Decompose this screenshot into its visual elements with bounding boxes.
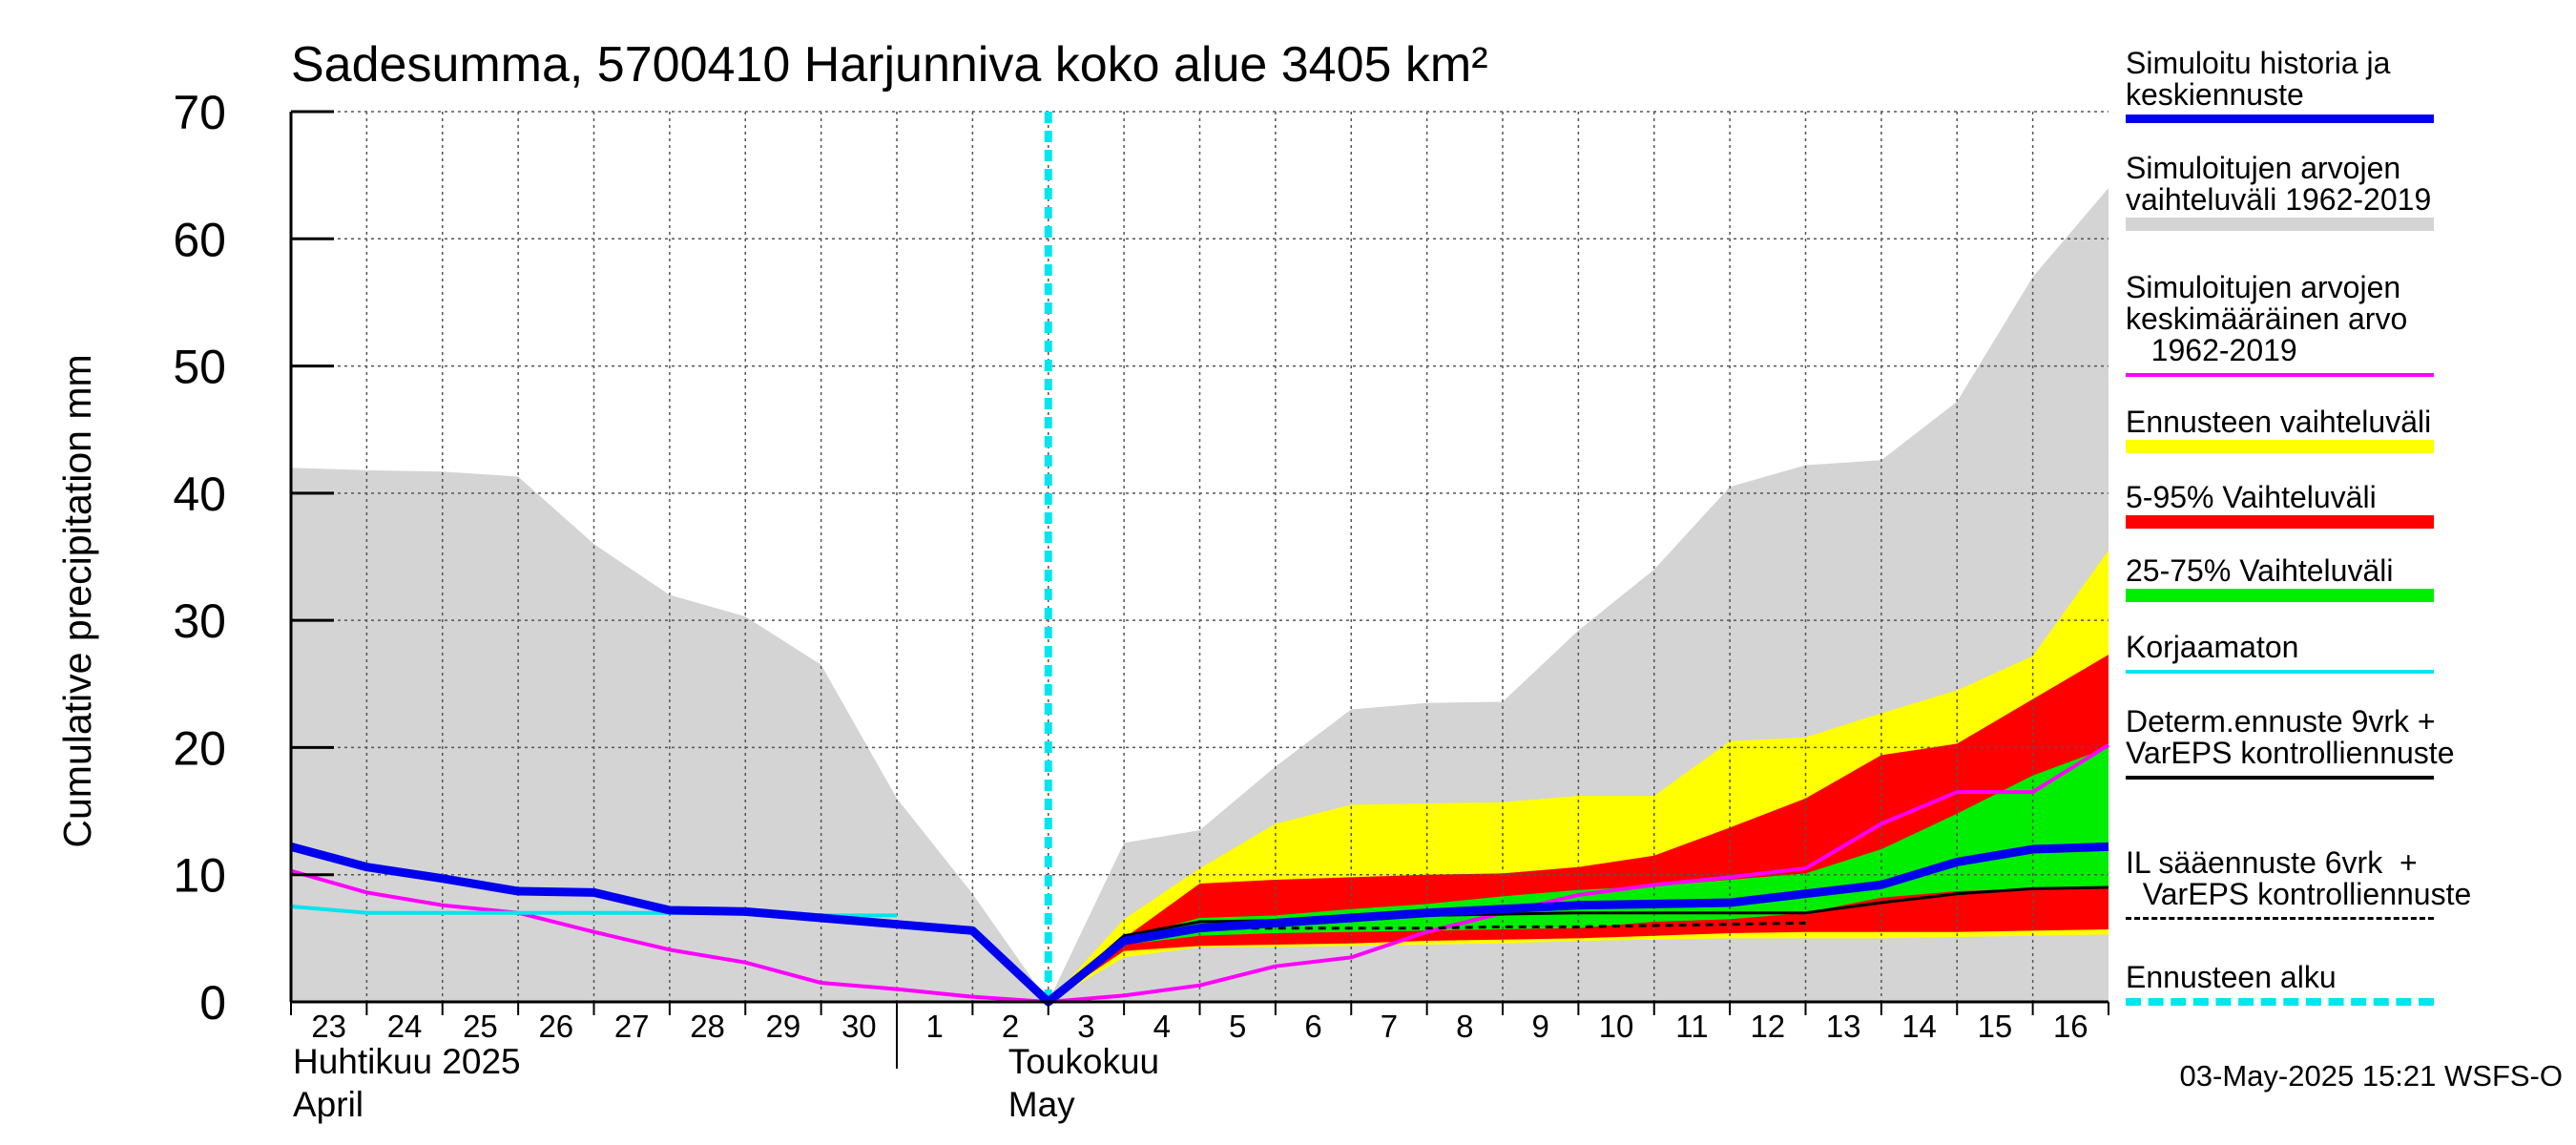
legend-label: 25-75% Vaihteluväli [2126, 553, 2394, 588]
legend-swatch [2126, 218, 2434, 231]
x-day-label: 16 [2053, 1009, 2088, 1044]
y-axis-label: Cumulative precipitation mm [55, 354, 99, 847]
series-simuloitu-historia-ja-keskiennuste [289, 842, 2109, 1007]
x-day-label: 24 [387, 1009, 423, 1044]
legend-label: Simuloitu historia ja keskiennuste [2126, 46, 2391, 112]
chart-lines [289, 112, 2110, 1007]
x-day-label: 4 [1153, 1009, 1171, 1044]
x-day-label: 28 [690, 1009, 725, 1044]
y-tick-label: 40 [173, 468, 226, 521]
chart-grid [291, 111, 2109, 1002]
series-determ-ennuste-9vrk-vareps-kontrolliennuste [1047, 885, 2109, 1004]
x-day-label: 10 [1599, 1009, 1634, 1044]
x-day-label: 8 [1456, 1009, 1473, 1044]
legend-label: Determ.ennuste 9vrk + VarEPS kontrollien… [2126, 704, 2455, 770]
y-tick-label: 30 [173, 594, 226, 648]
x-day-label: 23 [311, 1009, 346, 1044]
y-tick-label: 70 [173, 86, 226, 139]
x-day-label: 29 [766, 1009, 801, 1044]
legend-swatch [2126, 373, 2434, 377]
x-day-label: 15 [1978, 1009, 2013, 1044]
x-day-label: 12 [1750, 1009, 1785, 1044]
month-label-fi: Toukokuu [1008, 1042, 1159, 1081]
legend-label: Korjaamaton [2126, 630, 2299, 664]
y-tick-label: 60 [173, 213, 226, 266]
timestamp-footer: 03-May-2025 15:21 WSFS-O [2179, 1059, 2563, 1093]
x-day-label: 3 [1077, 1009, 1094, 1044]
legend-swatch [2126, 776, 2434, 780]
legend-swatch [2126, 515, 2434, 529]
x-day-label: 14 [1901, 1009, 1937, 1044]
x-day-label: 1 [926, 1009, 944, 1044]
x-day-label: 2 [1002, 1009, 1019, 1044]
x-day-label: 25 [463, 1009, 498, 1044]
legend-swatch [2126, 114, 2434, 123]
y-tick-label: 50 [173, 341, 226, 394]
legend-swatch [2126, 440, 2434, 453]
x-day-label: 11 [1675, 1009, 1708, 1044]
x-day-label: 5 [1229, 1009, 1246, 1044]
x-day-label: 30 [841, 1009, 877, 1044]
legend-swatch [2126, 670, 2434, 674]
x-day-label: 9 [1532, 1009, 1549, 1044]
y-tick-label: 20 [173, 721, 226, 775]
legend-label: 5-95% Vaihteluväli [2126, 480, 2377, 514]
x-day-label: 7 [1381, 1009, 1398, 1044]
legend-swatch [2126, 589, 2434, 602]
legend-label: Ennusteen vaihteluväli [2126, 405, 2432, 439]
month-label-en: May [1008, 1085, 1075, 1124]
legend-label: Simuloitujen arvojen keskimääräinen arvo… [2126, 270, 2408, 367]
legend-swatch [2126, 917, 2434, 920]
month-label-en: April [293, 1085, 364, 1124]
x-day-label: 27 [614, 1009, 650, 1044]
x-day-label: 6 [1304, 1009, 1321, 1044]
legend-swatch [2126, 998, 2434, 1006]
y-tick-label: 10 [173, 849, 226, 903]
y-tick-label: 0 [199, 976, 226, 1030]
chart-title: Sadesumma, 5700410 Harjunniva koko alue … [291, 37, 1488, 93]
legend-label: Simuloitujen arvojen vaihteluväli 1962-2… [2126, 151, 2432, 217]
legend-label: Ennusteen alku [2126, 960, 2337, 994]
series-simuloitujen-arvojen-keskim-r-inen-arvo-1962-2019 [290, 743, 2110, 1004]
x-day-label: 13 [1826, 1009, 1861, 1044]
x-day-label: 26 [538, 1009, 573, 1044]
month-label-fi: Huhtikuu 2025 [293, 1042, 521, 1081]
legend-label: IL sääennuste 6vrk + VarEPS kontrollienn… [2126, 845, 2472, 911]
